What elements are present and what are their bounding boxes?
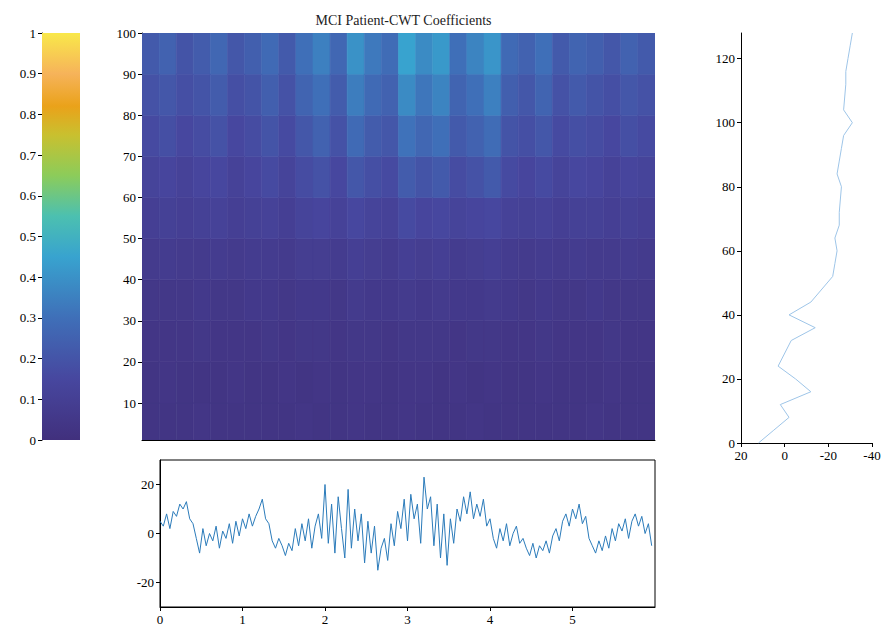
svg-text:20: 20	[123, 354, 136, 369]
svg-text:4: 4	[487, 612, 494, 627]
svg-text:0.5: 0.5	[20, 229, 36, 244]
svg-text:0.6: 0.6	[20, 188, 37, 203]
svg-text:80: 80	[123, 108, 136, 123]
svg-text:-20: -20	[137, 575, 154, 590]
svg-text:0.4: 0.4	[20, 270, 37, 285]
svg-text:40: 40	[722, 307, 735, 322]
svg-text:5: 5	[569, 612, 576, 627]
svg-text:90: 90	[123, 67, 136, 82]
svg-text:70: 70	[123, 149, 136, 164]
svg-text:2: 2	[322, 612, 329, 627]
svg-text:60: 60	[123, 190, 136, 205]
svg-text:40: 40	[123, 272, 136, 287]
svg-text:0.3: 0.3	[20, 310, 36, 325]
svg-text:0: 0	[148, 526, 155, 541]
svg-text:0.1: 0.1	[20, 392, 36, 407]
svg-text:0: 0	[157, 612, 164, 627]
svg-text:80: 80	[722, 179, 735, 194]
svg-text:50: 50	[123, 231, 136, 246]
svg-text:MCI Patient-CWT Coefficients: MCI Patient-CWT Coefficients	[315, 13, 491, 28]
svg-text:0.9: 0.9	[20, 66, 36, 81]
svg-text:-40: -40	[863, 448, 880, 463]
svg-text:120: 120	[716, 51, 736, 66]
svg-text:0.8: 0.8	[20, 107, 36, 122]
svg-text:20: 20	[141, 477, 154, 492]
svg-text:20: 20	[735, 448, 748, 463]
svg-text:3: 3	[404, 612, 411, 627]
svg-text:60: 60	[722, 243, 735, 258]
svg-text:100: 100	[716, 115, 736, 130]
svg-text:0.7: 0.7	[20, 148, 37, 163]
svg-text:30: 30	[123, 313, 136, 328]
svg-text:1: 1	[239, 612, 246, 627]
svg-text:0: 0	[30, 433, 37, 448]
svg-text:100: 100	[117, 26, 137, 41]
svg-text:-20: -20	[820, 448, 837, 463]
svg-text:10: 10	[123, 396, 136, 411]
svg-text:20: 20	[722, 371, 735, 386]
svg-text:1: 1	[30, 26, 37, 41]
svg-text:0: 0	[781, 448, 788, 463]
svg-text:0.2: 0.2	[20, 351, 36, 366]
svg-text:0: 0	[728, 435, 735, 451]
